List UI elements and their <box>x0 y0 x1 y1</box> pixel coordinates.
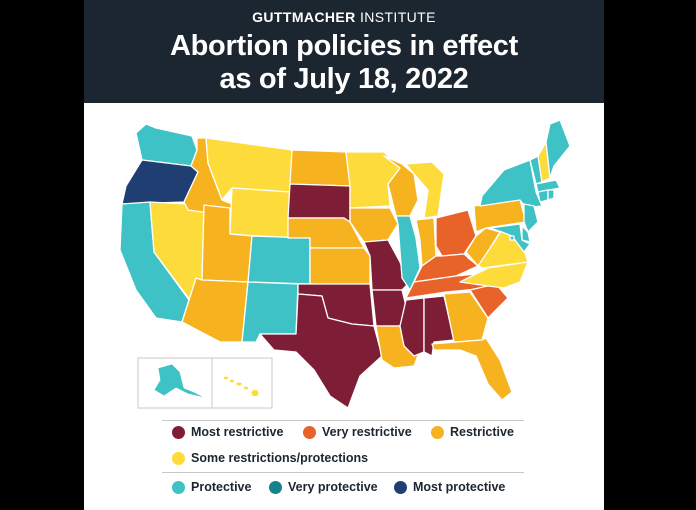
legend: Most restrictive Very restrictive Restri… <box>84 0 604 510</box>
state-HI[interactable] <box>223 375 260 397</box>
legend-dot-some-restrictions <box>172 451 185 465</box>
state-SD[interactable] <box>287 183 351 223</box>
legend-dot-very-restrictive <box>303 425 316 439</box>
legend-label-protective: Protective <box>191 480 252 494</box>
legend-label-restrictive: Restrictive <box>450 425 514 439</box>
state-NM[interactable] <box>241 281 299 343</box>
infographic-card: GUTTMACHER INSTITUTE Abortion policies i… <box>84 0 604 510</box>
legend-item-protective: Protective <box>172 480 251 494</box>
brand-rest: INSTITUTE <box>355 9 436 25</box>
legend-label-very-protective: Very protective <box>288 480 378 494</box>
legend-label-most-protective: Most protective <box>413 480 506 494</box>
state-FL[interactable] <box>431 337 513 401</box>
state-KS[interactable] <box>309 247 371 285</box>
page-title: Abortion policies in effect as of July 1… <box>84 30 604 96</box>
state-MA[interactable] <box>535 179 561 193</box>
us-map <box>119 119 571 409</box>
brand-name: GUTTMACHER INSTITUTE <box>84 9 604 25</box>
legend-dot-very-protective <box>269 480 282 494</box>
legend-dot-protective <box>172 480 185 494</box>
title-line-1: Abortion policies in effect <box>170 30 518 62</box>
legend-divider-bottom <box>162 472 524 473</box>
legend-divider-top <box>162 420 524 421</box>
legend-item-very-restrictive: Very restrictive <box>303 425 412 439</box>
legend-label-very-restrictive: Very restrictive <box>322 425 412 439</box>
legend-dot-restrictive <box>431 425 444 439</box>
legend-label-most-restrictive: Most restrictive <box>191 425 284 439</box>
state-ND[interactable] <box>289 149 351 187</box>
state-DC[interactable] <box>509 235 515 241</box>
state-RI[interactable] <box>547 189 555 201</box>
state-MD[interactable] <box>489 223 531 253</box>
state-TX[interactable] <box>259 293 383 409</box>
header-banner: GUTTMACHER INSTITUTE Abortion policies i… <box>84 0 604 103</box>
legend-item-most-restrictive: Most restrictive <box>172 425 283 439</box>
state-CO[interactable] <box>247 235 311 285</box>
state-WY[interactable] <box>229 187 291 239</box>
legend-label-some-restrictions: Some restrictions/protections <box>191 451 369 465</box>
state-GA[interactable] <box>443 291 489 343</box>
legend-item-some-restrictions: Some restrictions/protections <box>172 451 368 465</box>
legend-dot-most-restrictive <box>172 425 185 439</box>
brand-bold: GUTTMACHER <box>252 9 356 25</box>
state-CT[interactable] <box>537 189 549 203</box>
legend-item-most-protective: Most protective <box>394 480 505 494</box>
state-NJ[interactable] <box>523 203 539 233</box>
legend-item-very-protective: Very protective <box>269 480 378 494</box>
legend-item-restrictive: Restrictive <box>431 425 514 439</box>
state-ME[interactable] <box>545 119 571 179</box>
title-line-2: as of July 18, 2022 <box>219 63 469 95</box>
hawaii-inset-box <box>211 357 273 409</box>
state-MI[interactable] <box>405 161 445 219</box>
legend-dot-most-protective <box>394 480 407 494</box>
state-WA[interactable] <box>135 123 198 167</box>
state-NC[interactable] <box>459 261 529 289</box>
state-MN[interactable] <box>345 151 401 209</box>
state-MO[interactable] <box>363 239 409 291</box>
state-AK[interactable] <box>153 363 207 399</box>
state-NY[interactable] <box>479 159 543 209</box>
